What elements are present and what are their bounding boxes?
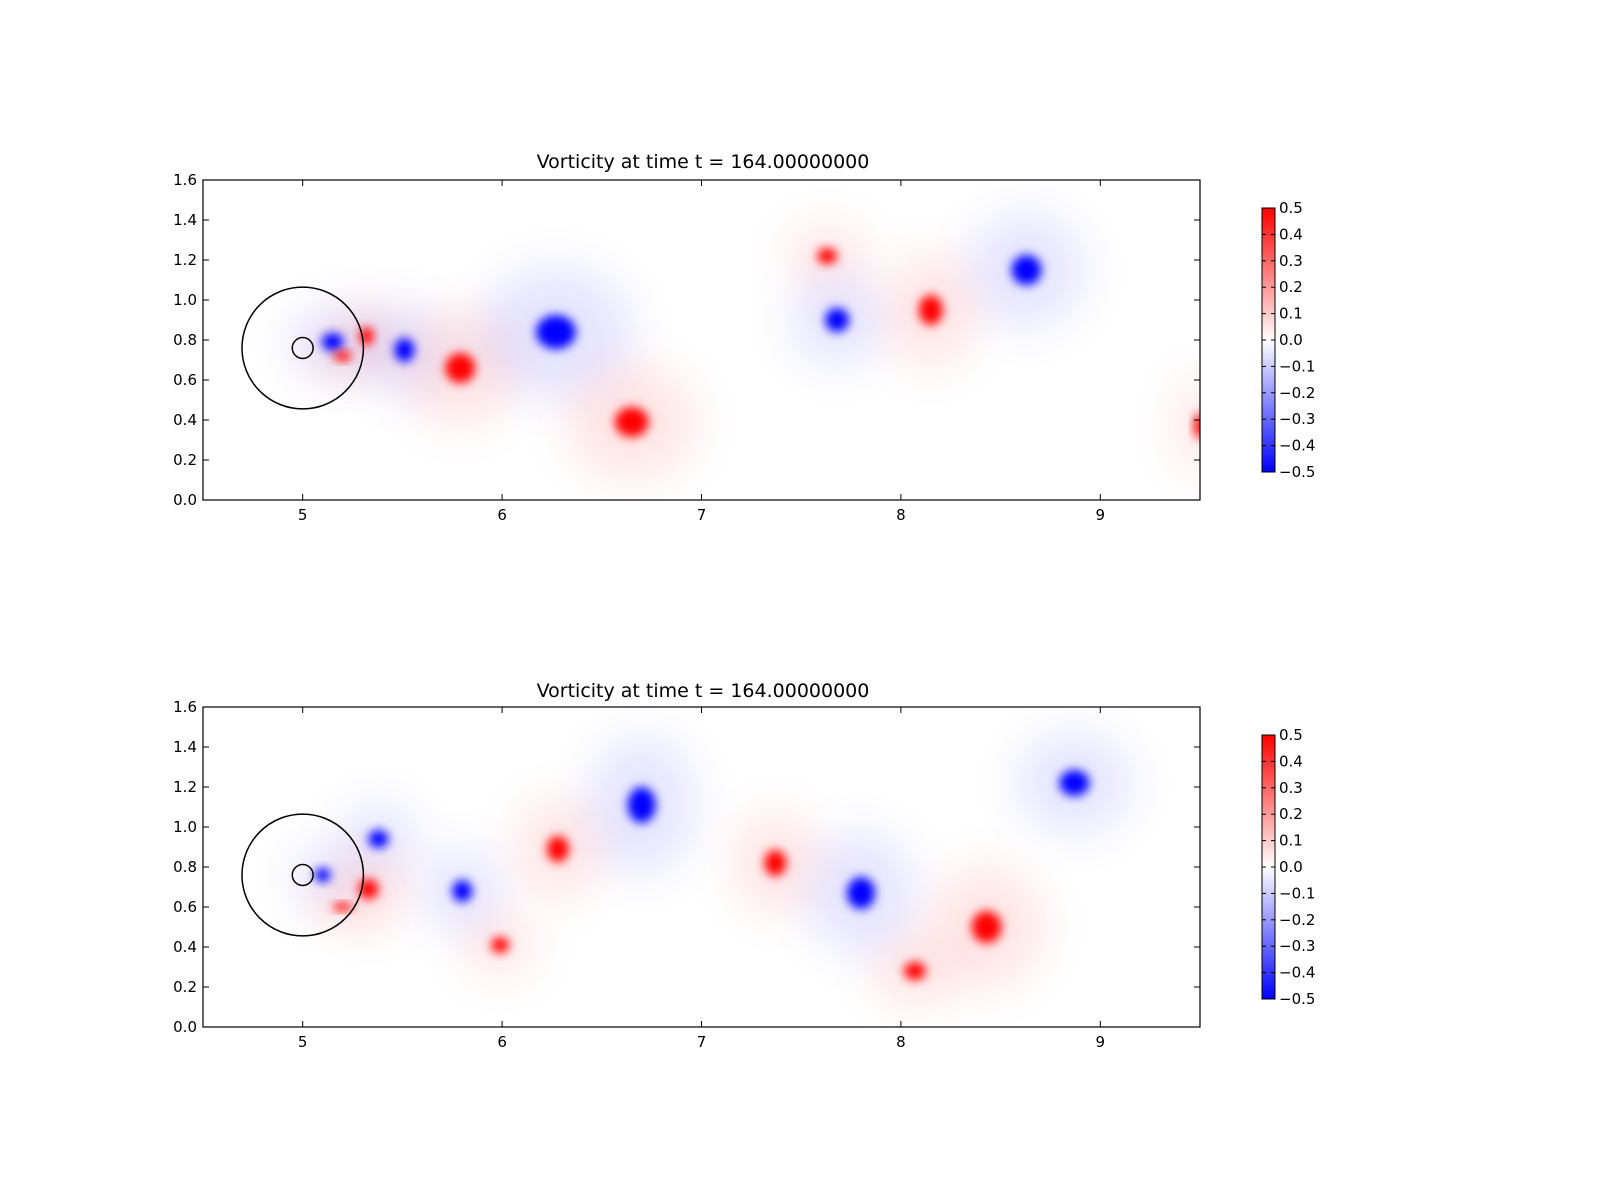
panel-bottom: Vorticity at time t = 164.00000000 5 6 7 8 9… — [173, 680, 1315, 1051]
vortex-negative — [627, 787, 656, 823]
colorbar: 0.5 0.4 0.3 0.2 0.1 0.0 −0.1 −0.2 −0.3 −0.4 −0.5 — [1261, 199, 1315, 481]
y-tick-label: 1.4 — [173, 738, 197, 756]
colorbar-tick-label: −0.4 — [1279, 437, 1315, 455]
vortex-negative — [847, 877, 875, 909]
chart-title: Vorticity at time t = 164.00000000 — [537, 680, 870, 702]
circle-outline — [241, 813, 365, 937]
vortex-negative — [314, 868, 331, 882]
y-tick-label: 0.8 — [173, 331, 197, 349]
vortex-negative — [394, 338, 415, 362]
y-tick-label: 0.0 — [173, 1018, 197, 1036]
colorbar-tick-label: 0.1 — [1279, 305, 1303, 323]
vorticity-field — [203, 707, 1200, 1027]
y-tick-label: 1.2 — [173, 778, 197, 796]
colorbar-tick-label: −0.1 — [1279, 884, 1315, 902]
y-tick-label: 1.0 — [173, 291, 197, 309]
vortex-negative — [535, 315, 576, 349]
circle-outline — [291, 863, 314, 887]
y-tick-label: 1.2 — [173, 251, 197, 269]
colorbar: 0.5 0.4 0.3 0.2 0.1 0.0 −0.1 −0.2 −0.3 −0.4 −0.5 — [1261, 726, 1315, 1008]
colorbar-tick-label: 0.4 — [1279, 225, 1303, 243]
vortex-positive — [918, 295, 943, 325]
vortex-negative — [452, 880, 473, 902]
colorbar-tick-label: −0.2 — [1279, 911, 1315, 929]
colorbar-tick-label: 0.4 — [1279, 752, 1303, 770]
vortex-positive — [764, 850, 787, 876]
y-tick-label: 0.6 — [173, 898, 197, 916]
vortex-negative — [368, 830, 389, 848]
y-tick-label: 0.0 — [173, 491, 197, 509]
y-tick-label: 0.8 — [173, 858, 197, 876]
vortex-positive — [445, 353, 476, 383]
colorbar-tick-label: −0.1 — [1279, 357, 1315, 375]
x-tick-label: 7 — [697, 506, 707, 524]
y-tick-label: 1.6 — [173, 698, 197, 716]
x-tick-label: 9 — [1096, 506, 1106, 524]
x-tick-label: 9 — [1096, 1033, 1106, 1051]
colorbar-tick-label: 0.3 — [1279, 779, 1303, 797]
x-tick-label: 5 — [298, 1033, 308, 1051]
colorbar-tick-label: 0.2 — [1279, 805, 1303, 823]
colorbar-tick-label: −0.3 — [1279, 410, 1315, 428]
y-tick-label: 1.6 — [173, 171, 197, 189]
y-tick-label: 0.4 — [173, 938, 197, 956]
x-tick-label: 8 — [896, 506, 906, 524]
colorbar-tick-label: −0.5 — [1279, 463, 1315, 481]
vortex-positive — [546, 836, 569, 862]
x-tick-label: 6 — [497, 506, 507, 524]
chart-title: Vorticity at time t = 164.00000000 — [537, 151, 870, 173]
colorbar-tick-label: 0.5 — [1279, 199, 1303, 217]
vorticity-field — [203, 180, 1200, 500]
vortex-negative — [321, 333, 344, 351]
vortex-halo — [1177, 376, 1200, 476]
colorbar-tick-label: −0.4 — [1279, 964, 1315, 982]
vortex-positive — [903, 962, 926, 980]
colorbar-tick-label: 0.2 — [1279, 278, 1303, 296]
y-tick-label: 1.4 — [173, 211, 197, 229]
vortex-negative — [1011, 255, 1042, 285]
circle-outline — [241, 286, 365, 410]
y-tick-label: 1.0 — [173, 818, 197, 836]
y-tick-label: 0.2 — [173, 451, 197, 469]
x-tick-label: 7 — [697, 1033, 707, 1051]
x-tick-label: 6 — [497, 1033, 507, 1051]
plot-area — [203, 707, 1200, 1027]
y-tick-label: 0.2 — [173, 978, 197, 996]
vortex-positive — [491, 937, 510, 953]
x-tick-label: 5 — [298, 506, 308, 524]
colorbar-tick-label: 0.5 — [1279, 726, 1303, 744]
vortex-positive — [333, 351, 352, 361]
vortex-positive — [332, 903, 353, 911]
panel-top: Vorticity at time t = 164.00000000 5 6 7 8 9… — [173, 151, 1315, 524]
vortex-negative — [1059, 770, 1090, 796]
circle-outline — [291, 336, 314, 360]
axes: 5 6 7 8 9 0.0 0.2 0.4 0.6 0.8 1.0 1.2 1.4 1.6 — [173, 171, 1201, 524]
axes: 5 6 7 8 9 0.0 0.2 0.4 0.6 0.8 1.0 1.2 1.4 1.6 — [173, 698, 1201, 1051]
colorbar-tick-label: 0.0 — [1279, 858, 1303, 876]
y-tick-label: 0.6 — [173, 371, 197, 389]
x-tick-label: 8 — [896, 1033, 906, 1051]
colorbar-tick-label: −0.3 — [1279, 937, 1315, 955]
colorbar-tick-label: 0.1 — [1279, 832, 1303, 850]
vortex-negative — [825, 308, 850, 332]
vortex-positive — [817, 248, 838, 264]
plot-area — [203, 180, 1200, 500]
vortex-positive — [614, 407, 649, 437]
colorbar-tick-label: −0.2 — [1279, 384, 1315, 402]
colorbar-tick-label: 0.0 — [1279, 331, 1303, 349]
vortex-positive — [971, 911, 1002, 943]
colorbar-tick-label: 0.3 — [1279, 252, 1303, 270]
y-tick-label: 0.4 — [173, 411, 197, 429]
colorbar-tick-label: −0.5 — [1279, 990, 1315, 1008]
